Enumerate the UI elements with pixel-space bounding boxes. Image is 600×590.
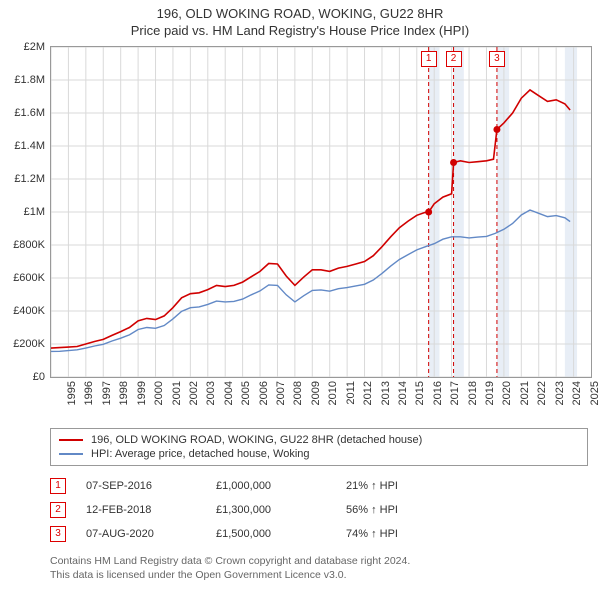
event-diff: 21% ↑ HPI xyxy=(346,480,398,492)
event-date: 07-AUG-2020 xyxy=(86,528,216,540)
x-axis-label: 2020 xyxy=(501,381,513,421)
y-axis-label: £2M xyxy=(24,41,45,53)
x-axis-label: 2017 xyxy=(449,381,461,421)
x-axis-label: 2019 xyxy=(484,381,496,421)
x-axis-label: 2013 xyxy=(380,381,392,421)
event-price: £1,300,000 xyxy=(216,504,346,516)
x-axis-label: 2003 xyxy=(205,381,217,421)
legend-swatch xyxy=(59,439,83,441)
x-axis-label: 2015 xyxy=(414,381,426,421)
event-marker-3: 3 xyxy=(489,51,505,67)
x-axis-label: 2025 xyxy=(589,381,600,421)
event-marker-2: 2 xyxy=(446,51,462,67)
event-row: 1 07-SEP-2016£1,000,00021% ↑ HPI xyxy=(50,474,588,498)
chart-svg xyxy=(51,47,591,377)
y-axis-label: £1.8M xyxy=(14,74,45,86)
event-marker-1: 1 xyxy=(421,51,437,67)
chart-footnote: Contains HM Land Registry data © Crown c… xyxy=(50,554,588,582)
footnote-line-1: Contains HM Land Registry data © Crown c… xyxy=(50,554,588,568)
x-axis-label: 2018 xyxy=(467,381,479,421)
x-axis-label: 2007 xyxy=(275,381,287,421)
y-axis-label: £1M xyxy=(24,206,45,218)
y-axis-label: £800K xyxy=(13,239,45,251)
x-axis-label: 2001 xyxy=(171,381,183,421)
event-marker-1: 1 xyxy=(50,478,66,494)
event-row: 2 12-FEB-2018£1,300,00056% ↑ HPI xyxy=(50,498,588,522)
x-axis-label: 1999 xyxy=(136,381,148,421)
event-row: 3 07-AUG-2020£1,500,00074% ↑ HPI xyxy=(50,522,588,546)
x-axis-label: 2002 xyxy=(188,381,200,421)
y-axis-label: £200K xyxy=(13,338,45,350)
event-diff: 56% ↑ HPI xyxy=(346,504,398,516)
event-diff: 74% ↑ HPI xyxy=(346,528,398,540)
figure-container: { "title_line1": "196, OLD WOKING ROAD, … xyxy=(0,0,600,590)
event-price: £1,500,000 xyxy=(216,528,346,540)
x-axis-label: 2010 xyxy=(327,381,339,421)
x-axis-label: 1995 xyxy=(66,381,78,421)
x-axis-label: 2022 xyxy=(536,381,548,421)
x-axis-label: 2023 xyxy=(554,381,566,421)
x-axis-label: 2016 xyxy=(432,381,444,421)
y-axis-label: £1.2M xyxy=(14,173,45,185)
y-axis-label: £0 xyxy=(33,371,45,383)
x-axis-label: 1996 xyxy=(83,381,95,421)
x-axis-label: 2008 xyxy=(292,381,304,421)
legend-label: 196, OLD WOKING ROAD, WOKING, GU22 8HR (… xyxy=(91,434,422,446)
footnote-line-2: This data is licensed under the Open Gov… xyxy=(50,568,588,582)
x-axis-label: 2011 xyxy=(345,381,357,421)
price-events-table: 1 07-SEP-2016£1,000,00021% ↑ HPI 2 12-FEB-2… xyxy=(50,474,588,546)
event-price: £1,000,000 xyxy=(216,480,346,492)
x-axis-label: 2012 xyxy=(362,381,374,421)
x-axis-label: 2004 xyxy=(223,381,235,421)
legend-item: 196, OLD WOKING ROAD, WOKING, GU22 8HR (… xyxy=(59,433,579,447)
x-axis-label: 2006 xyxy=(258,381,270,421)
y-axis-label: £1.4M xyxy=(14,140,45,152)
legend-label: HPI: Average price, detached house, Woki… xyxy=(91,448,310,460)
chart-title-address: 196, OLD WOKING ROAD, WOKING, GU22 8HR xyxy=(0,0,600,21)
event-date: 12-FEB-2018 xyxy=(86,504,216,516)
event-marker-2: 2 xyxy=(50,502,66,518)
x-axis-label: 2021 xyxy=(519,381,531,421)
x-axis-label: 1997 xyxy=(101,381,113,421)
legend-swatch xyxy=(59,453,83,455)
event-marker-3: 3 xyxy=(50,526,66,542)
x-axis-label: 2024 xyxy=(571,381,583,421)
y-axis-label: £1.6M xyxy=(14,107,45,119)
event-date: 07-SEP-2016 xyxy=(86,480,216,492)
chart-plot-area: £0£200K£400K£600K£800K£1M£1.2M£1.4M£1.6M… xyxy=(50,46,592,378)
x-axis-label: 2000 xyxy=(153,381,165,421)
chart-title-sub: Price paid vs. HM Land Registry's House … xyxy=(0,21,600,46)
chart-legend: 196, OLD WOKING ROAD, WOKING, GU22 8HR (… xyxy=(50,428,588,466)
y-axis-label: £600K xyxy=(13,272,45,284)
legend-item: HPI: Average price, detached house, Woki… xyxy=(59,447,579,461)
x-axis-label: 1998 xyxy=(118,381,130,421)
x-axis-label: 2014 xyxy=(397,381,409,421)
y-axis-label: £400K xyxy=(13,305,45,317)
x-axis-label: 2005 xyxy=(240,381,252,421)
x-axis-label: 2009 xyxy=(310,381,322,421)
